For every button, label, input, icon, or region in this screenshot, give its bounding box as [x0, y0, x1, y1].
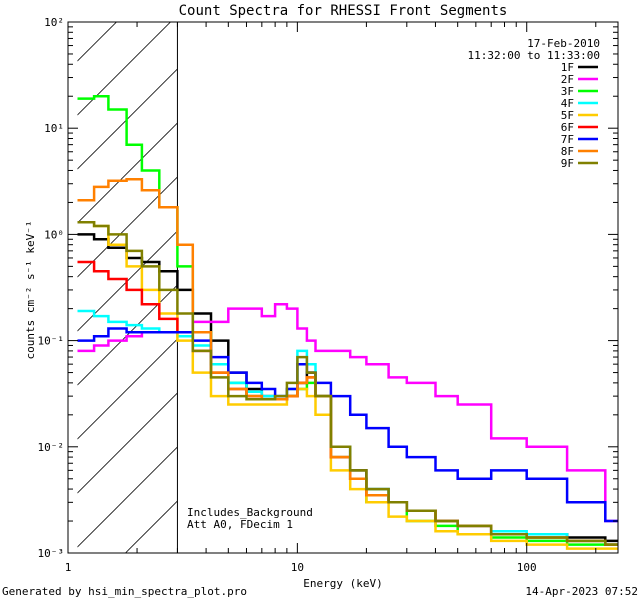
y-tick-label: 10⁻³: [38, 547, 65, 560]
chart-title: Count Spectra for RHESSI Front Segments: [179, 3, 508, 19]
series-line-3F: [77, 94, 618, 546]
hatch-line: [77, 22, 171, 116]
x-axis-label: Energy (keV): [303, 577, 382, 590]
footer-timestamp: 14-Apr-2023 07:52: [525, 585, 638, 598]
x-tick-label: 1: [65, 561, 72, 574]
y-tick-label: 10⁻²: [38, 441, 65, 454]
hatch-line: [77, 122, 178, 224]
hatch-line: [77, 392, 178, 494]
y-tick-label: 10⁻¹: [38, 335, 65, 348]
legend-label-5F: 5F: [561, 109, 574, 122]
legend-label-7F: 7F: [561, 133, 574, 146]
y-axis-label: counts cm⁻² s⁻¹ keV⁻¹: [24, 220, 37, 359]
legend-label-6F: 6F: [561, 121, 574, 134]
hatch-line: [77, 284, 178, 386]
hatch-line: [77, 230, 178, 332]
hatch-line: [287, 22, 640, 553]
legend-label-2F: 2F: [561, 73, 574, 86]
series-line-8F: [77, 178, 618, 546]
legend-label-8F: 8F: [561, 145, 574, 158]
hatch-line: [77, 338, 178, 440]
series-line-5F: [77, 221, 618, 550]
info-time: 11:32:00 to 11:33:00: [468, 49, 600, 62]
hatch-line: [77, 68, 178, 170]
info-date: 17-Feb-2010: [527, 37, 600, 50]
legend-label-1F: 1F: [561, 61, 574, 74]
y-tick-label: 10¹: [44, 122, 64, 135]
x-tick-label: 100: [517, 561, 537, 574]
footer-generated-by: Generated by hsi_min_spectra_plot.pro: [2, 585, 247, 598]
hatched-region: [0, 22, 640, 553]
hatch-line: [0, 22, 8, 553]
series-line-2F: [77, 302, 618, 523]
y-tick-label: 10⁰: [44, 228, 64, 241]
hatch-line: [77, 446, 178, 548]
x-tick-label: 10: [291, 561, 304, 574]
axis-ticks: 1 10 100 10⁻³ 10⁻² 10⁻¹ 10⁰ 10¹ 10²: [38, 16, 618, 574]
series-line-4F: [77, 309, 618, 546]
hatch-line: [395, 22, 640, 553]
plot-frame: [67, 21, 619, 554]
annotation-background: Includes_Background: [187, 506, 313, 519]
hatch-line: [611, 22, 640, 553]
hatch-line: [233, 22, 640, 553]
series-line-9F: [77, 221, 618, 546]
hatch-line: [77, 176, 178, 278]
hatch-lines: [0, 22, 640, 553]
legend-label-3F: 3F: [561, 85, 574, 98]
series-lines: [77, 94, 618, 550]
legend-label-4F: 4F: [561, 97, 574, 110]
series-line-6F: [77, 260, 618, 546]
hatch-line: [77, 22, 117, 62]
legend-label-9F: 9F: [561, 157, 574, 170]
annotation-attenuator: Att A0, FDecim 1: [187, 518, 293, 531]
y-tick-label: 10²: [44, 16, 64, 29]
hatch-line: [449, 22, 640, 553]
